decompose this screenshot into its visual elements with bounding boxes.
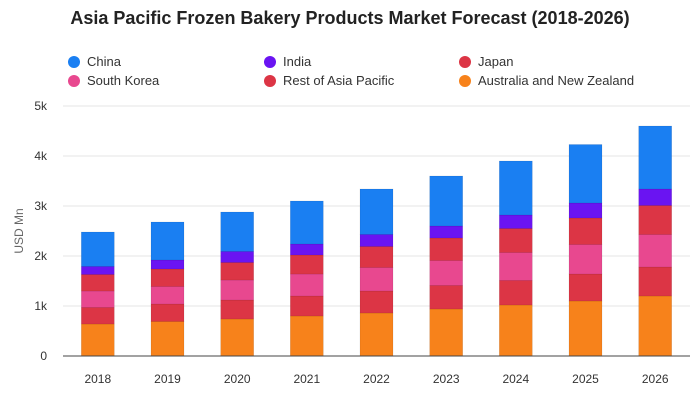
bar-segment[interactable] xyxy=(220,279,254,301)
y-tick-label: 5k xyxy=(34,99,48,113)
bar-segment[interactable] xyxy=(568,217,603,245)
bar-segment[interactable] xyxy=(568,202,603,219)
bar-segment[interactable] xyxy=(220,211,254,252)
x-tick-label: 2021 xyxy=(293,372,320,386)
legend-swatch-rest-of-asia-pacific xyxy=(264,74,276,87)
bar-segment[interactable] xyxy=(568,144,603,204)
x-tick-label: 2023 xyxy=(433,372,460,386)
bar-segment[interactable] xyxy=(429,225,463,239)
legend-item-rest-of-asia-pacific[interactable]: Rest of Asia Pacific xyxy=(264,73,394,88)
legend-label-south-korea: South Korea xyxy=(87,73,160,88)
y-tick-label: 4k xyxy=(34,149,48,163)
bar-segment[interactable] xyxy=(359,312,394,357)
bar-segment[interactable] xyxy=(150,286,185,305)
x-tick-label: 2024 xyxy=(502,372,529,386)
bar-segment[interactable] xyxy=(359,188,394,235)
bar-segment[interactable] xyxy=(290,315,324,357)
bar-segment[interactable] xyxy=(150,321,185,357)
bar-segment[interactable] xyxy=(81,266,115,275)
legend-item-china[interactable]: China xyxy=(68,54,121,69)
bar-segment[interactable] xyxy=(81,290,115,308)
bar-segment[interactable] xyxy=(499,160,533,216)
legend-label-india: India xyxy=(283,54,312,69)
legend-swatch-australia-nz xyxy=(459,74,471,87)
bar-segment[interactable] xyxy=(220,262,254,281)
bar-segment[interactable] xyxy=(359,234,394,247)
bar-segment[interactable] xyxy=(499,280,533,306)
bar-segment[interactable] xyxy=(568,273,603,302)
bar-segment[interactable] xyxy=(220,251,254,263)
legend-label-australia-nz: Australia and New Zealand xyxy=(478,73,635,88)
bar-segment[interactable] xyxy=(499,252,533,281)
y-tick-label: 1k xyxy=(34,299,48,313)
x-tick-label: 2018 xyxy=(84,372,111,386)
bar-segment[interactable] xyxy=(638,234,672,268)
bar-segment[interactable] xyxy=(359,246,394,268)
legend-label-rest-of-asia-pacific: Rest of Asia Pacific xyxy=(283,73,395,88)
bar-segment[interactable] xyxy=(290,273,324,297)
legend-item-south-korea[interactable]: South Korea xyxy=(68,73,159,88)
bar-segment[interactable] xyxy=(638,125,672,190)
bar-segment[interactable] xyxy=(429,237,463,261)
bar-segment[interactable] xyxy=(81,307,115,325)
bar-segment[interactable] xyxy=(81,274,115,292)
bar-segment[interactable] xyxy=(429,175,463,227)
legend-swatch-japan xyxy=(459,55,471,68)
bar-segment[interactable] xyxy=(359,290,394,314)
bar-segment[interactable] xyxy=(638,295,672,357)
y-tick-label: 2k xyxy=(34,249,48,263)
x-tick-label: 2020 xyxy=(224,372,251,386)
bar-segment[interactable] xyxy=(638,188,672,206)
chart-title: Asia Pacific Frozen Bakery Products Mark… xyxy=(70,8,630,28)
bar-segment[interactable] xyxy=(81,231,115,267)
bar-segment[interactable] xyxy=(499,304,533,357)
legend-label-china: China xyxy=(87,54,121,69)
legend-swatch-china xyxy=(68,55,80,68)
legend-item-japan[interactable]: Japan xyxy=(459,54,513,69)
x-tick-label: 2025 xyxy=(572,372,599,386)
legend-item-australia-nz[interactable]: Australia and New Zealand xyxy=(459,73,634,88)
y-tick-label: 3k xyxy=(34,199,48,213)
bar-segment[interactable] xyxy=(220,318,254,357)
bar-segment[interactable] xyxy=(429,260,463,286)
bar-segment[interactable] xyxy=(359,267,394,292)
bar-segment[interactable] xyxy=(150,303,185,322)
bar-segment[interactable] xyxy=(568,300,603,357)
bar-segment[interactable] xyxy=(150,268,185,287)
bar-segment[interactable] xyxy=(150,221,185,261)
bar-segment[interactable] xyxy=(499,228,533,253)
bar-segment[interactable] xyxy=(638,205,672,235)
legend: China India Japan South Korea Rest of As… xyxy=(0,0,700,100)
x-tick-label: 2019 xyxy=(154,372,181,386)
bar-segment[interactable] xyxy=(429,308,463,357)
legend-swatch-south-korea xyxy=(68,74,80,87)
legend-item-india[interactable]: India xyxy=(264,54,311,69)
x-tick-label: 2022 xyxy=(363,372,390,386)
bar-segment[interactable] xyxy=(81,323,115,357)
y-tick-label: 0 xyxy=(40,349,47,363)
y-axis-label: USD Mn xyxy=(12,208,26,253)
bar-segment[interactable] xyxy=(638,266,672,297)
legend-swatch-india xyxy=(264,55,276,68)
bar-segment[interactable] xyxy=(290,243,324,256)
bar-segment[interactable] xyxy=(150,259,185,270)
bar-segment[interactable] xyxy=(429,285,463,310)
legend-label-japan: Japan xyxy=(478,54,514,69)
bar-segment[interactable] xyxy=(220,299,254,320)
x-tick-label: 2026 xyxy=(642,372,669,386)
bars xyxy=(81,125,672,357)
axes: 0 1k 2k 3k 4k 5k 2018 2019 2020 2021 2022 2023 2024 2… xyxy=(34,99,690,386)
bar-segment[interactable] xyxy=(499,214,533,229)
bar-segment[interactable] xyxy=(290,200,324,245)
bar-segment[interactable] xyxy=(290,295,324,317)
bar-segment[interactable] xyxy=(568,244,603,275)
bar-segment[interactable] xyxy=(290,254,324,275)
